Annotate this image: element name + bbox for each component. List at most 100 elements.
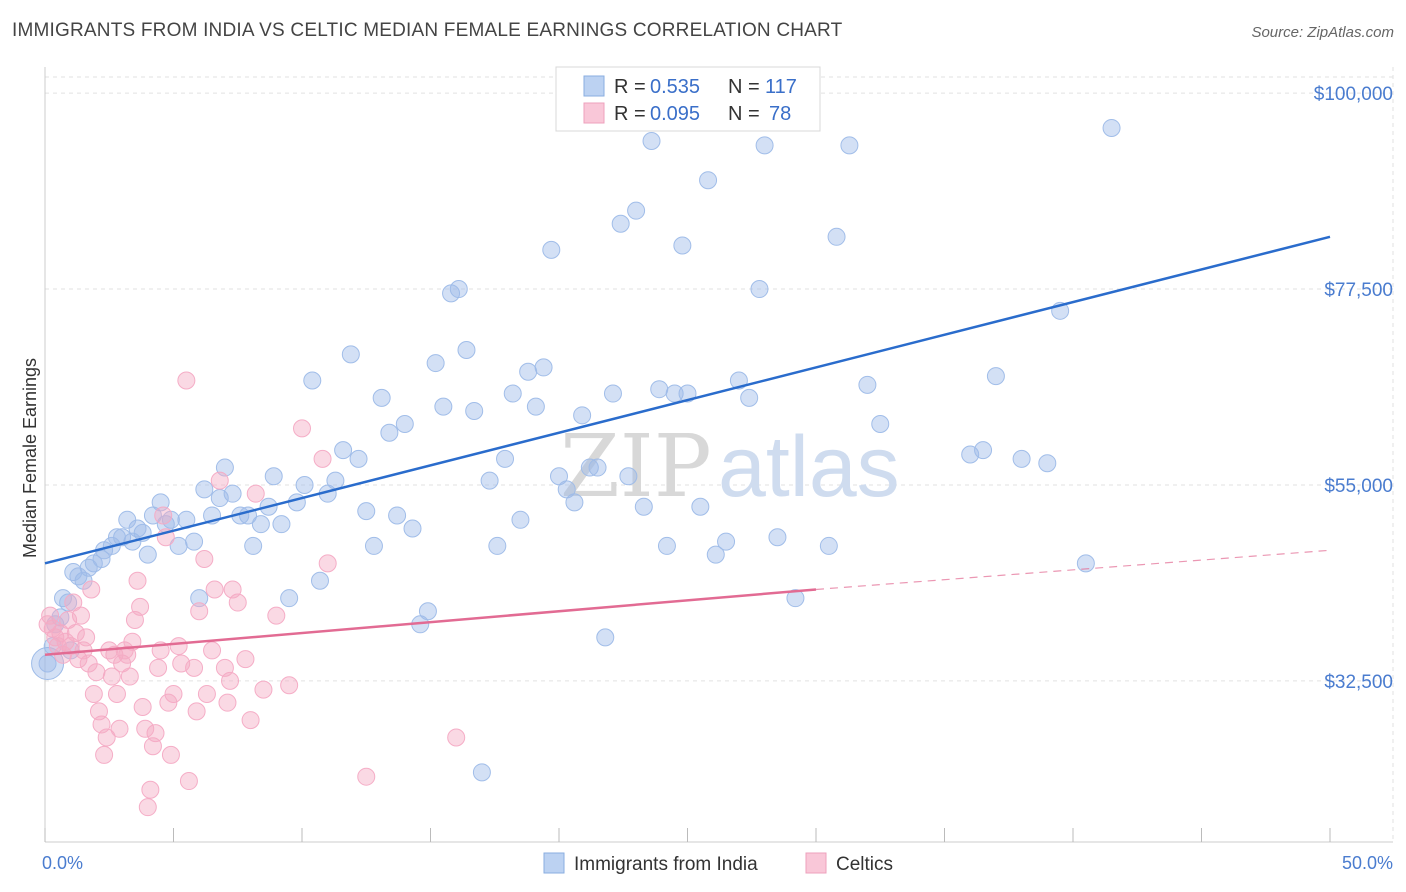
bottom-legend-swatch-celtics (805, 852, 827, 874)
celtics-point-56 (190, 602, 209, 621)
bottom-legend: Immigrants from India Celtics (543, 852, 893, 875)
india-point-61 (426, 354, 445, 373)
celtics-point-47 (159, 693, 178, 712)
celtics-point-52 (177, 371, 196, 390)
celtics-point-59 (203, 641, 222, 660)
india-point-85 (611, 214, 630, 233)
legend-n-value-pink: 78 (769, 103, 791, 125)
celtics-point-76 (357, 767, 376, 786)
series-immigrants-from-india (31, 118, 1121, 782)
india-point-57 (395, 415, 414, 434)
celtics-point-60 (205, 580, 224, 599)
india-point-75 (534, 358, 553, 377)
celtics-point-38 (136, 719, 155, 738)
celtics-point-22 (95, 745, 114, 764)
celtics-point-48 (161, 745, 180, 764)
india-point-83 (596, 628, 615, 647)
legend-r-value-pink: 0.095 (650, 103, 700, 125)
india-point-104 (786, 589, 805, 608)
india-point-62 (434, 397, 453, 416)
india-point-68 (480, 471, 499, 490)
top-legend: R = 0.535 N = 117 R = 0.095 N = 78 (555, 66, 821, 132)
celtics-point-23 (97, 728, 116, 747)
celtics-point-57 (195, 549, 214, 568)
celtics-point-17 (82, 580, 101, 599)
celtics-point-13 (71, 606, 90, 625)
celtics-point-32 (120, 667, 139, 686)
india-point-113 (1012, 449, 1031, 468)
india-point-73 (519, 362, 538, 381)
india-point-34 (223, 484, 242, 503)
celtics-point-61 (210, 471, 229, 490)
india-point-106 (827, 227, 846, 246)
y-tick-label-0: $32,500 (1324, 672, 1393, 693)
india-point-50 (341, 345, 360, 364)
celtics-point-37 (133, 698, 152, 717)
india-point-46 (310, 571, 329, 590)
india-point-37 (244, 536, 263, 555)
celtics-point-35 (128, 571, 147, 590)
legend-swatch-blue (583, 75, 605, 97)
india-point-43 (287, 493, 306, 512)
india-point-101 (750, 280, 769, 299)
trend-line-celtics-dashed (815, 549, 1331, 591)
india-point-69 (488, 536, 507, 555)
celtics-point-27 (107, 684, 126, 703)
india-point-56 (388, 506, 407, 525)
celtics-point-77 (447, 728, 466, 747)
india-point-97 (706, 545, 725, 564)
legend-n-label-blue: N = (728, 76, 760, 98)
celtics-point-43 (149, 658, 168, 677)
watermark-atlas: atlas (718, 419, 900, 515)
india-point-79 (565, 493, 584, 512)
india-point-109 (871, 415, 890, 434)
celtics-point-70 (254, 680, 273, 699)
trend-line-celtics (44, 588, 817, 657)
india-point-71 (503, 384, 522, 403)
celtics-point-54 (185, 658, 204, 677)
india-point-49 (334, 441, 353, 460)
axes (44, 67, 1393, 843)
trend-lines (44, 235, 1331, 657)
celtics-point-28 (110, 719, 129, 738)
india-point-28 (185, 532, 204, 551)
india-point-54 (372, 388, 391, 407)
legend-n-value-blue: 117 (765, 76, 797, 98)
celtics-point-55 (187, 702, 206, 721)
india-point-81 (580, 458, 599, 477)
legend-n-label-pink: N = (728, 103, 760, 125)
celtics-point-12 (69, 650, 88, 669)
india-point-84 (603, 384, 622, 403)
celtics-point-15 (77, 628, 96, 647)
india-point-53 (364, 536, 383, 555)
india-point-58 (403, 519, 422, 538)
india-point-67 (472, 763, 491, 782)
legend-swatch-pink (583, 102, 605, 124)
y-tick-labels: $32,500 $55,000 $77,500 $100,000 (1314, 84, 1393, 693)
celtics-point-25 (102, 667, 121, 686)
india-point-82 (588, 458, 607, 477)
x-tick-label-max: 50.0% (1342, 853, 1393, 873)
india-point-29 (190, 589, 209, 608)
india-point-95 (691, 497, 710, 516)
india-point-40 (264, 467, 283, 486)
india-point-92 (665, 384, 684, 403)
celtics-point-58 (197, 684, 216, 703)
celtics-point-40 (141, 780, 160, 799)
india-point-111 (974, 441, 993, 460)
india-point-72 (511, 510, 530, 529)
y-tick-label-3: $100,000 (1314, 84, 1393, 105)
bottom-legend-label-india: Immigrants from India (574, 854, 758, 875)
celtics-point-49 (164, 684, 183, 703)
celtics-point-11 (66, 624, 85, 643)
india-point-88 (634, 497, 653, 516)
celtics-point-72 (280, 676, 299, 695)
india-point-103 (768, 528, 787, 547)
celtics-point-39 (138, 798, 157, 817)
india-point-66 (465, 401, 484, 420)
india-point-76 (542, 240, 561, 259)
india-point-117 (1102, 118, 1121, 137)
trend-line-india (44, 235, 1331, 565)
chart-title: IMMIGRANTS FROM INDIA VS CELTIC MEDIAN F… (12, 20, 843, 41)
